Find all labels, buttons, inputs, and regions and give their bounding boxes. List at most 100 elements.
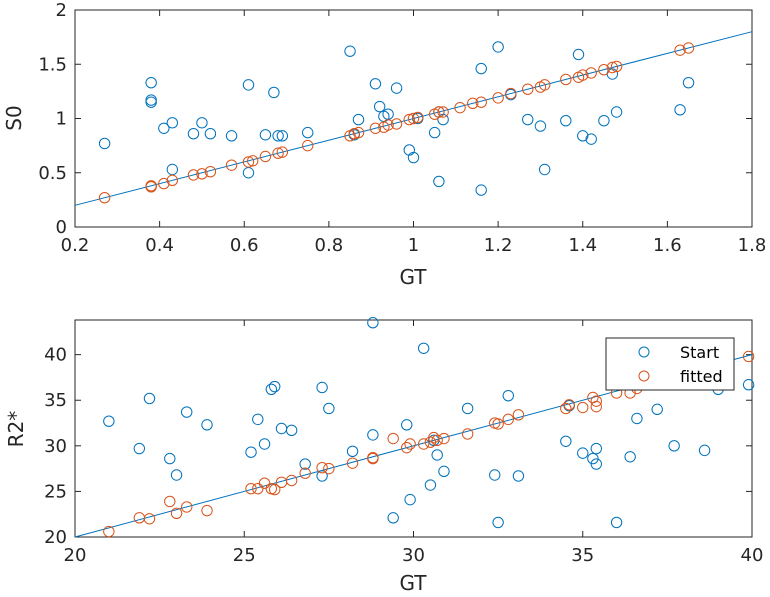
s0-start-point [534,120,547,132]
r2-start-point [316,381,328,394]
s0-x-tick-label: 0.4 [145,235,174,256]
r2-fitted-point [164,495,176,508]
r2-start-point [367,317,379,329]
r2-chart: 20 25 30 35 40 20 25 30 35 40 GT R2* Start fitte… [4,317,764,595]
r2-start-point [668,440,680,452]
r2-start-point [489,469,501,481]
r2-x-tick-label: 30 [402,545,425,566]
legend-marker-start [638,346,650,358]
s0-fitted-point [196,168,208,180]
r2-start-point [577,447,589,459]
s0-start-point [585,133,597,145]
s0-x-tick-label: 1.8 [738,235,767,256]
s0-y-tick-label: 1 [56,109,67,130]
s0-fitted-point [475,96,487,108]
s0-y-tick-label: 0.5 [38,163,67,184]
s0-start-point [572,48,585,61]
r2-fitted-point [170,507,183,519]
s0-y-tick-label: 0 [56,217,67,238]
r2-y-tick-label: 35 [44,390,67,411]
s0-start-point [187,127,200,140]
s0-fit-line [74,31,753,206]
s0-start-point [577,130,589,142]
s0-start-point [98,137,111,150]
s0-fitted-point [505,87,517,100]
s0-fitted-point [382,119,394,131]
r2-fitted-point [269,483,281,496]
r2-start-point [590,458,602,470]
s0-start-point [475,62,487,75]
s0-fitted-point [610,60,623,73]
r2-fitted-point [245,482,257,495]
r2-start-point [417,342,430,354]
s0-start-point [166,117,179,129]
r2-start-point [590,442,602,455]
r2-start-point [492,516,504,529]
s0-x-tick-label: 1 [408,235,419,256]
s0-y-tick-label: 1.5 [38,54,67,75]
s0-start-point [145,76,157,89]
r2-start-point [265,383,278,395]
r2-ticks [74,320,753,538]
r2-fitted-point [417,438,430,450]
r2-x-tick-label: 20 [64,545,87,566]
r2-start-point [346,445,359,457]
s0-fitted-point [276,146,289,158]
r2-y-tick-label: 20 [44,527,67,548]
r2-start-point [170,469,183,481]
s0-fitted-point [682,42,695,54]
s0-y-tick-label: 2 [56,0,67,21]
s0-start-point [158,122,170,134]
s0-fitted-point [272,147,284,159]
s0-start-point [225,130,238,142]
s0-markers [98,41,695,204]
legend: Start fitted [605,337,735,391]
s0-fitted-point [454,101,466,114]
s0-start-point [610,106,623,118]
r2-start-point [502,389,514,402]
r2-start-point [252,413,264,426]
legend-box [605,337,735,391]
s0-x-tick-label: 0.8 [315,235,344,256]
r2-start-point [367,429,379,441]
r2-y-tick-labels: 20 25 30 35 40 [44,345,67,548]
r2-fitted-point [461,428,474,440]
s0-fitted-point [538,79,551,91]
s0-start-point [428,126,441,139]
s0-fitted-point [467,97,479,110]
r2-start-point [133,442,146,455]
s0-fitted-point [187,169,200,181]
r2-fitted-point [401,441,413,454]
s0-start-point [538,163,551,176]
r2-start-point [401,419,413,431]
s0-start-point [352,113,365,126]
r2-start-point [651,403,663,416]
r2-fitted-point [742,350,755,363]
r2-fitted-point [590,395,602,407]
s0-fitted-point [606,61,619,74]
r2-fitted-point [346,457,359,469]
r2-start-point [143,392,156,405]
r2-start-point [512,470,525,482]
s0-fitted-point [403,113,415,126]
r2-start-point [285,424,298,437]
r2-fitted-point [299,467,311,479]
r2-start-point [387,512,399,524]
s0-fitted-point [433,106,445,118]
r2-start-point [323,402,335,415]
s0-fitted-point [302,139,314,152]
r2-start-point [269,380,281,393]
s0-fitted-point [98,192,111,204]
r2-start-point [610,516,623,529]
r2-start-point [431,449,443,461]
r2-fitted-point [316,462,328,474]
s0-fitted-point [145,181,157,193]
s0-start-point [145,96,157,108]
r2-x-tick-labels: 20 25 30 35 40 [64,545,764,566]
r2-x-axis-title: GT [399,571,427,595]
r2-fitted-point [563,399,575,411]
r2-start-point [424,479,437,491]
r2-start-point [438,465,450,478]
s0-start-point [674,104,686,116]
r2-fitted-point [143,513,156,525]
